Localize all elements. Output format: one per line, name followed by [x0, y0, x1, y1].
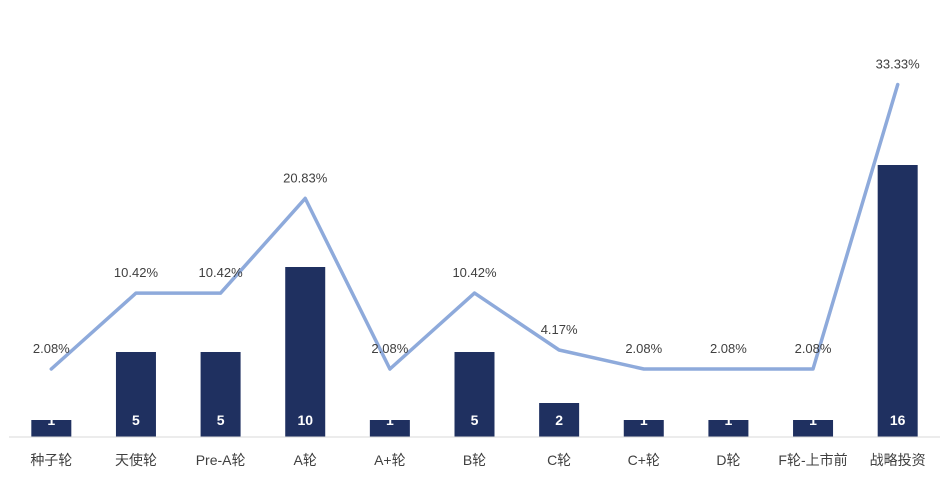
line-point-1 [49, 367, 53, 371]
line-label-8: 2.08% [625, 341, 662, 356]
bar-4 [285, 267, 326, 437]
category-label-6: B轮 [463, 452, 486, 468]
bar-7 [539, 403, 580, 437]
line-point-8 [642, 367, 646, 371]
bar-1 [31, 420, 72, 437]
line-point-3 [219, 291, 223, 295]
line-label-11: 33.33% [876, 57, 921, 72]
line-label-1: 2.08% [33, 341, 70, 356]
category-label-7: C轮 [547, 452, 571, 468]
category-label-2: 天使轮 [115, 452, 157, 468]
category-label-11: 战略投资 [870, 452, 926, 468]
bar-label-3: 5 [217, 412, 225, 428]
category-label-8: C+轮 [628, 452, 660, 468]
line-point-5 [388, 367, 392, 371]
line-point-7 [557, 348, 561, 352]
line-series [49, 82, 900, 371]
bar-11 [877, 165, 918, 437]
line-label-9: 2.08% [710, 341, 747, 356]
bar-label-6: 5 [471, 412, 479, 428]
bar-label-11: 16 [890, 412, 906, 428]
bar-label-8: 1 [640, 412, 648, 428]
line-label-4: 20.83% [283, 170, 328, 185]
category-labels: 种子轮 天使轮 Pre-A轮 A轮 A+轮 B轮 C轮 C+轮 D轮 F轮-上市前 战略投资 [30, 452, 925, 468]
line-data-labels: 2.08% 10.42% 10.42% 20.83% 2.08% 10.42% 4.17% 2… [33, 57, 920, 356]
line-point-2 [134, 291, 138, 295]
line-point-9 [726, 367, 730, 371]
category-label-3: Pre-A轮 [196, 452, 246, 468]
bar-8 [623, 420, 664, 437]
line-label-2: 10.42% [114, 265, 159, 280]
line-label-5: 2.08% [371, 341, 408, 356]
bar-data-labels: 1 5 5 10 1 5 2 1 1 1 16 [47, 412, 905, 428]
category-label-9: D轮 [716, 452, 740, 468]
line-point-11 [896, 83, 900, 87]
category-label-1: 种子轮 [30, 452, 72, 468]
percentage-line [49, 82, 900, 371]
bar-label-1: 1 [47, 412, 55, 428]
bar-label-5: 1 [386, 412, 394, 428]
line-label-7: 4.17% [541, 322, 578, 337]
bar-3 [200, 352, 241, 437]
line-point-10 [811, 367, 815, 371]
line-label-6: 10.42% [452, 265, 497, 280]
bar-label-2: 5 [132, 412, 140, 428]
bar-label-9: 1 [725, 412, 733, 428]
line-label-3: 10.42% [199, 265, 244, 280]
bar-2 [115, 352, 156, 437]
line-point-6 [473, 291, 476, 295]
category-label-5: A+轮 [374, 452, 406, 468]
bar-label-4: 10 [297, 412, 313, 428]
bar-label-7: 2 [555, 412, 563, 428]
bar-series [31, 165, 918, 437]
category-label-10: F轮-上市前 [778, 452, 847, 468]
line-label-10: 2.08% [795, 341, 832, 356]
bar-5 [369, 420, 410, 437]
bar-label-10: 1 [809, 412, 817, 428]
line-point-4 [303, 196, 307, 200]
bar-10 [793, 420, 834, 437]
bar-6 [454, 352, 495, 437]
bar-9 [708, 420, 749, 437]
category-label-4: A轮 [294, 452, 317, 468]
